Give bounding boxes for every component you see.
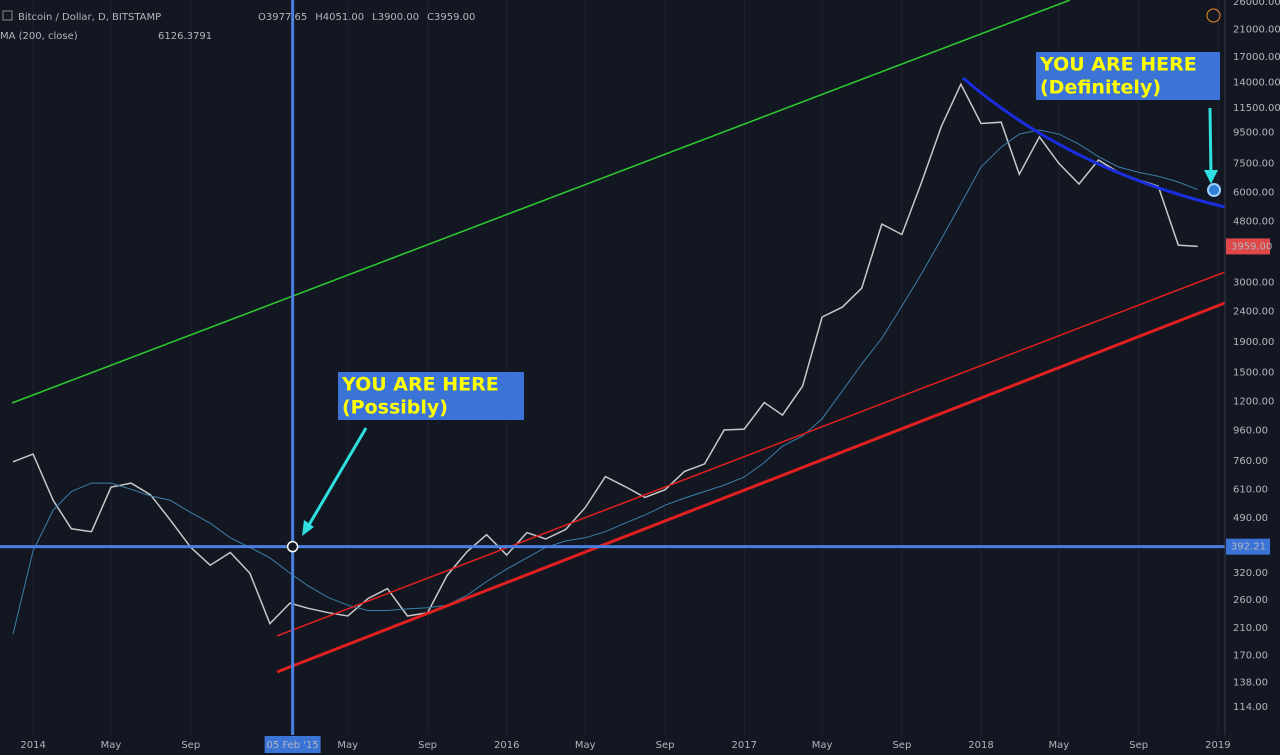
header: O 3977.65 H 4051.00 L 3900.00 C 3959.00 6126.379…	[158, 12, 475, 42]
y-tick-label: 1200.00	[1233, 396, 1274, 407]
marker-dot	[1207, 183, 1221, 197]
indicator-value: 6126.3791	[158, 31, 212, 42]
x-tick-label: May	[575, 740, 596, 751]
x-tick-label: Sep	[418, 740, 437, 751]
last-price-tag	[1226, 238, 1270, 255]
x-tick-label: Sep	[656, 740, 675, 751]
annotation-box	[338, 372, 524, 420]
y-tick-label: 1900.00	[1233, 337, 1274, 348]
y-tick-label: 260.00	[1233, 595, 1268, 606]
series-line	[12, 129, 1198, 635]
trend-line-red	[276, 271, 1226, 637]
annotation-text: (Possibly)	[342, 397, 448, 419]
alert-icon[interactable]	[1206, 8, 1221, 23]
crosshair-y-label: 392.21	[1231, 542, 1266, 553]
trend-curve-blue	[962, 76, 1226, 209]
axes: 114.00 138.00 170.00 210.00 260.00 320.00 490.…	[20, 0, 1280, 753]
y-tick-label: 7500.00	[1233, 158, 1274, 169]
x-tick-label: May	[337, 740, 358, 751]
y-tick-label: 11500.00	[1233, 103, 1280, 114]
y-tick-label: 320.00	[1233, 568, 1268, 579]
symbol-title[interactable]: Bitcoin / Dollar, D, BITSTAMP	[18, 12, 161, 23]
x-tick-label: 2014	[20, 740, 45, 751]
y-tick-label: 17000.00	[1233, 52, 1280, 63]
y-tick-label: 170.00	[1233, 650, 1268, 661]
y-tick-label: 9500.00	[1233, 128, 1274, 139]
price-axis	[1225, 0, 1280, 755]
arrow-head	[302, 520, 314, 536]
x-tick-label: 2019	[1205, 740, 1230, 751]
series-line	[12, 82, 1198, 625]
x-tick-label: Sep	[1129, 740, 1148, 751]
y-tick-label: 26000.00	[1233, 0, 1280, 8]
ohlc-value: 3977.65	[266, 12, 307, 23]
ohlc-value: 4051.00	[323, 12, 364, 23]
x-tick-label: May	[1049, 740, 1070, 751]
x-tick-label: 2018	[968, 740, 993, 751]
y-tick-label: 4800.00	[1233, 216, 1274, 227]
y-tick-label: 1500.00	[1233, 367, 1274, 378]
y-tick-label: 3000.00	[1233, 277, 1274, 288]
x-tick-label: 2017	[731, 740, 756, 751]
annotation-box	[1036, 52, 1220, 100]
x-tick-label: May	[812, 740, 833, 751]
x-tick-label: 2016	[494, 740, 519, 751]
y-tick-label: 138.00	[1233, 677, 1268, 688]
ohlc-value: 3959.00	[434, 12, 475, 23]
ohlc-value: 3900.00	[378, 12, 419, 23]
crosshair-x-label: 05 Feb '15	[266, 740, 318, 751]
x-tick-label: May	[101, 740, 122, 751]
ohlc-letter: C	[427, 12, 434, 23]
y-tick-label: 14000.00	[1233, 77, 1280, 88]
crosshair-point	[286, 540, 299, 553]
overlay	[0, 0, 1225, 755]
y-tick-label: 960.00	[1233, 425, 1268, 436]
plot	[12, 82, 1198, 635]
crosshair-y-tag	[1226, 538, 1270, 555]
crosshair-x-tag	[264, 736, 321, 753]
y-tick-label: 760.00	[1233, 456, 1268, 467]
arrow-head	[1204, 170, 1218, 184]
arrow	[304, 427, 368, 531]
ohlc-letter: H	[315, 12, 323, 23]
collapse-icon[interactable]	[2, 10, 13, 21]
arrow	[1208, 107, 1213, 177]
y-tick-label: 114.00	[1233, 702, 1268, 713]
y-tick-label: 2400.00	[1233, 306, 1274, 317]
indicator-name[interactable]: MA (200, close)	[0, 31, 78, 42]
annotation-text: (Definitely)	[1040, 77, 1161, 99]
trend-line-green	[11, 0, 1071, 404]
y-tick-label: 6000.00	[1233, 187, 1274, 198]
annotation-text: YOU ARE HERE	[341, 374, 499, 396]
ohlc-letter: O	[258, 12, 266, 23]
annotation-text: YOU ARE HERE	[1039, 54, 1197, 76]
x-tick-label: Sep	[181, 740, 200, 751]
y-tick-label: 210.00	[1233, 623, 1268, 634]
y-tick-label: 490.00	[1233, 513, 1268, 524]
trend-line-red-thick	[276, 301, 1226, 674]
ohlc-letter: L	[372, 12, 378, 23]
last-price-label: 3959.00	[1231, 241, 1272, 252]
y-tick-label: 21000.00	[1233, 25, 1280, 36]
y-tick-label: 610.00	[1233, 484, 1268, 495]
x-tick-label: Sep	[892, 740, 911, 751]
